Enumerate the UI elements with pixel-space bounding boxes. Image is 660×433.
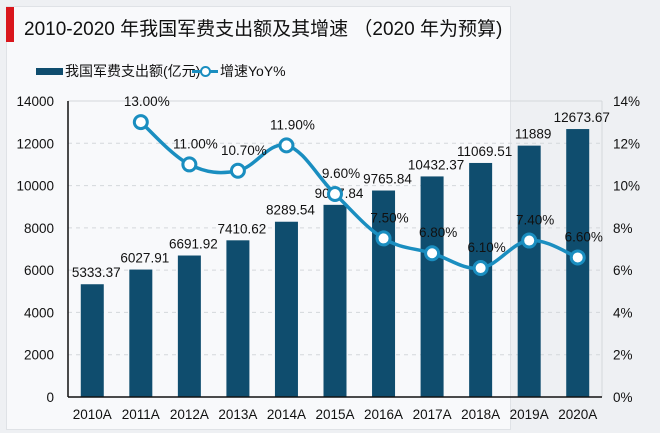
- bar-value-label: 5333.37: [72, 265, 121, 280]
- growth-value-label: 9.60%: [322, 166, 360, 181]
- bar-value-label: 10432.37: [408, 157, 464, 172]
- right-axis-tick-label: 8%: [613, 221, 633, 236]
- bar-value-label: 12673.67: [554, 110, 610, 125]
- right-axis-tick-label: 0%: [613, 390, 633, 405]
- growth-point: [375, 230, 392, 247]
- x-axis-tick-label: 2010A: [73, 407, 112, 422]
- growth-value-label: 7.50%: [370, 210, 408, 225]
- growth-value-label: 6.80%: [419, 225, 457, 240]
- bar-value-label: 7410.62: [218, 221, 267, 236]
- x-axis-tick-label: 2018A: [461, 407, 500, 422]
- x-axis-tick-label: 2020A: [558, 407, 597, 422]
- chart-title: 2010-2020 年我国军费支出额及其增速 （2020 年为预算): [24, 19, 503, 40]
- bar: [129, 269, 153, 397]
- left-axis-tick-label: 6000: [24, 263, 54, 278]
- left-axis-tick-label: 4000: [24, 305, 54, 320]
- x-axis-tick-label: 2013A: [218, 407, 257, 422]
- growth-value-label: 6.60%: [565, 229, 603, 244]
- right-axis-tick-label: 6%: [613, 263, 633, 278]
- x-axis-tick-label: 2016A: [364, 407, 403, 422]
- left-axis-tick-label: 14000: [16, 94, 54, 109]
- growth-line: [139, 120, 579, 271]
- growth-point: [229, 162, 246, 179]
- bar-value-label: 6027.91: [120, 251, 169, 266]
- left-axis-tick-label: 8000: [24, 221, 54, 236]
- bar: [469, 162, 493, 397]
- growth-value-label: 10.70%: [221, 143, 267, 158]
- bar-value-label: 11069.51: [457, 144, 512, 159]
- x-axis-tick-label: 2015A: [315, 407, 354, 422]
- right-axis-tick-label: 14%: [613, 94, 640, 109]
- bar: [274, 221, 298, 397]
- bar: [517, 145, 541, 397]
- legend-item-line: 增速YoY%: [192, 61, 286, 81]
- right-axis-tick-label: 12%: [613, 136, 640, 151]
- growth-point: [569, 249, 586, 266]
- bar: [80, 284, 104, 397]
- growth-value-label: 7.40%: [516, 213, 554, 228]
- growth-point: [278, 137, 295, 154]
- growth-point: [424, 245, 441, 262]
- title-accent-bar: [6, 7, 14, 42]
- left-axis-tick-label: 2000: [24, 348, 54, 363]
- growth-point: [132, 114, 149, 131]
- legend-bar-label: 我国军费支出额(亿元): [65, 63, 201, 79]
- right-axis-tick-label: 2%: [613, 348, 633, 363]
- right-axis-tick-label: 4%: [613, 305, 633, 320]
- legend-bar-swatch-icon: [36, 67, 63, 75]
- legend-line-label: 增速YoY%: [220, 63, 286, 79]
- bar: [420, 176, 444, 397]
- growth-value-label: 11.00%: [173, 136, 218, 151]
- left-axis-tick-label: 10000: [16, 179, 54, 194]
- bar-value-label: 6691.92: [169, 237, 218, 252]
- growth-point: [327, 186, 343, 203]
- bar: [177, 255, 201, 397]
- bar-value-label: 8289.54: [266, 203, 315, 218]
- x-axis-tick-label: 2017A: [413, 407, 452, 422]
- growth-point: [472, 260, 489, 277]
- right-axis-tick-label: 10%: [613, 179, 640, 194]
- x-axis-tick-label: 2019A: [510, 407, 549, 422]
- growth-point: [181, 156, 198, 173]
- left-axis-tick-label: 12000: [16, 136, 54, 151]
- bar-value-label: 11889: [515, 127, 552, 142]
- growth-value-label: 6.10%: [467, 240, 505, 255]
- legend-line-marker-icon: [192, 66, 218, 77]
- bar-value-label: 9765.84: [363, 172, 412, 187]
- legend-item-bar: 我国军费支出额(亿元): [36, 61, 200, 81]
- bar: [226, 240, 250, 397]
- x-axis-tick-label: 2014A: [267, 407, 306, 422]
- growth-point: [521, 232, 538, 249]
- growth-value-label: 11.90%: [270, 117, 315, 132]
- x-axis-tick-label: 2011A: [122, 407, 160, 422]
- bar: [323, 204, 347, 397]
- growth-value-label: 13.00%: [124, 94, 170, 109]
- x-axis-tick-label: 2012A: [170, 407, 209, 422]
- left-axis-tick-label: 0: [46, 390, 54, 405]
